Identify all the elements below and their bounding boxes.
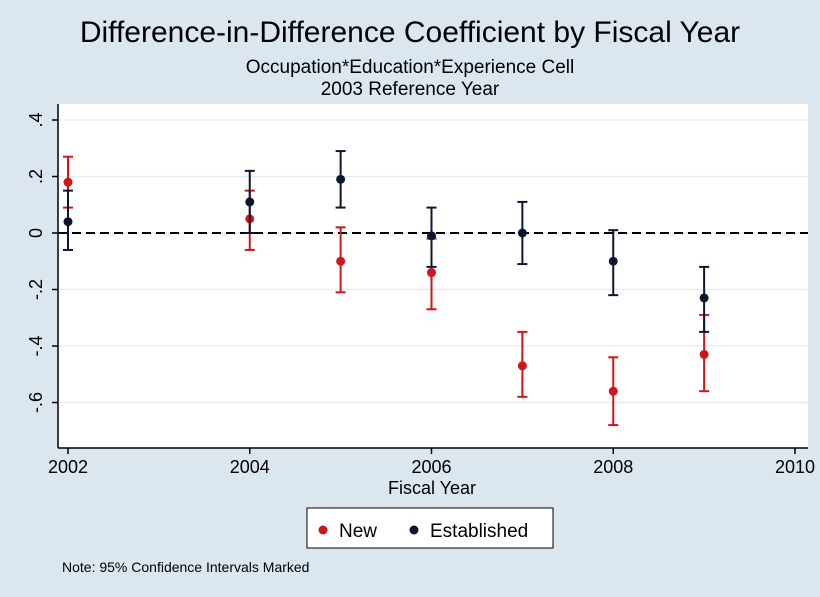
x-tick-label: 2008 (593, 457, 633, 477)
data-point (427, 268, 436, 278)
chart-note: Note: 95% Confidence Intervals Marked (62, 559, 310, 575)
y-tick-label: .2 (26, 169, 46, 184)
data-point (699, 293, 709, 303)
data-point (245, 197, 255, 207)
chart-subtitle-line-1: Occupation*Education*Experience Cell (245, 57, 575, 78)
x-tick-label: 2010 (775, 457, 815, 477)
y-tick-label: .4 (26, 112, 46, 127)
legend-label-new: New (339, 521, 377, 542)
data-point (63, 217, 73, 227)
data-point (517, 361, 527, 371)
data-point (517, 228, 527, 238)
y-tick-label: -.6 (26, 392, 46, 413)
legend-box (306, 507, 554, 549)
chart-subtitle-line-2: 2003 Reference Year (320, 79, 500, 100)
y-tick-label: -.2 (26, 279, 46, 300)
data-point (336, 256, 346, 266)
x-tick-label: 2002 (48, 457, 88, 477)
legend-label-established: Established (430, 521, 528, 542)
series-established (63, 150, 710, 333)
x-axis-title: Fiscal Year (388, 478, 476, 498)
y-tick-label: 0 (26, 228, 46, 238)
data-point (336, 174, 346, 184)
data-point (608, 386, 618, 396)
data-point (63, 177, 73, 187)
chart-title: Difference-in-Difference Coefficient by … (79, 16, 741, 49)
legend: New Established (306, 507, 554, 549)
data-point (427, 231, 436, 241)
x-tick-label: 2006 (411, 457, 451, 477)
legend-marker-new (318, 525, 328, 535)
data-point (608, 256, 618, 266)
legend-marker-established (409, 525, 419, 535)
y-tick-label: -.4 (26, 335, 46, 356)
x-tick-label: 2004 (230, 457, 270, 477)
data-point (699, 349, 709, 359)
